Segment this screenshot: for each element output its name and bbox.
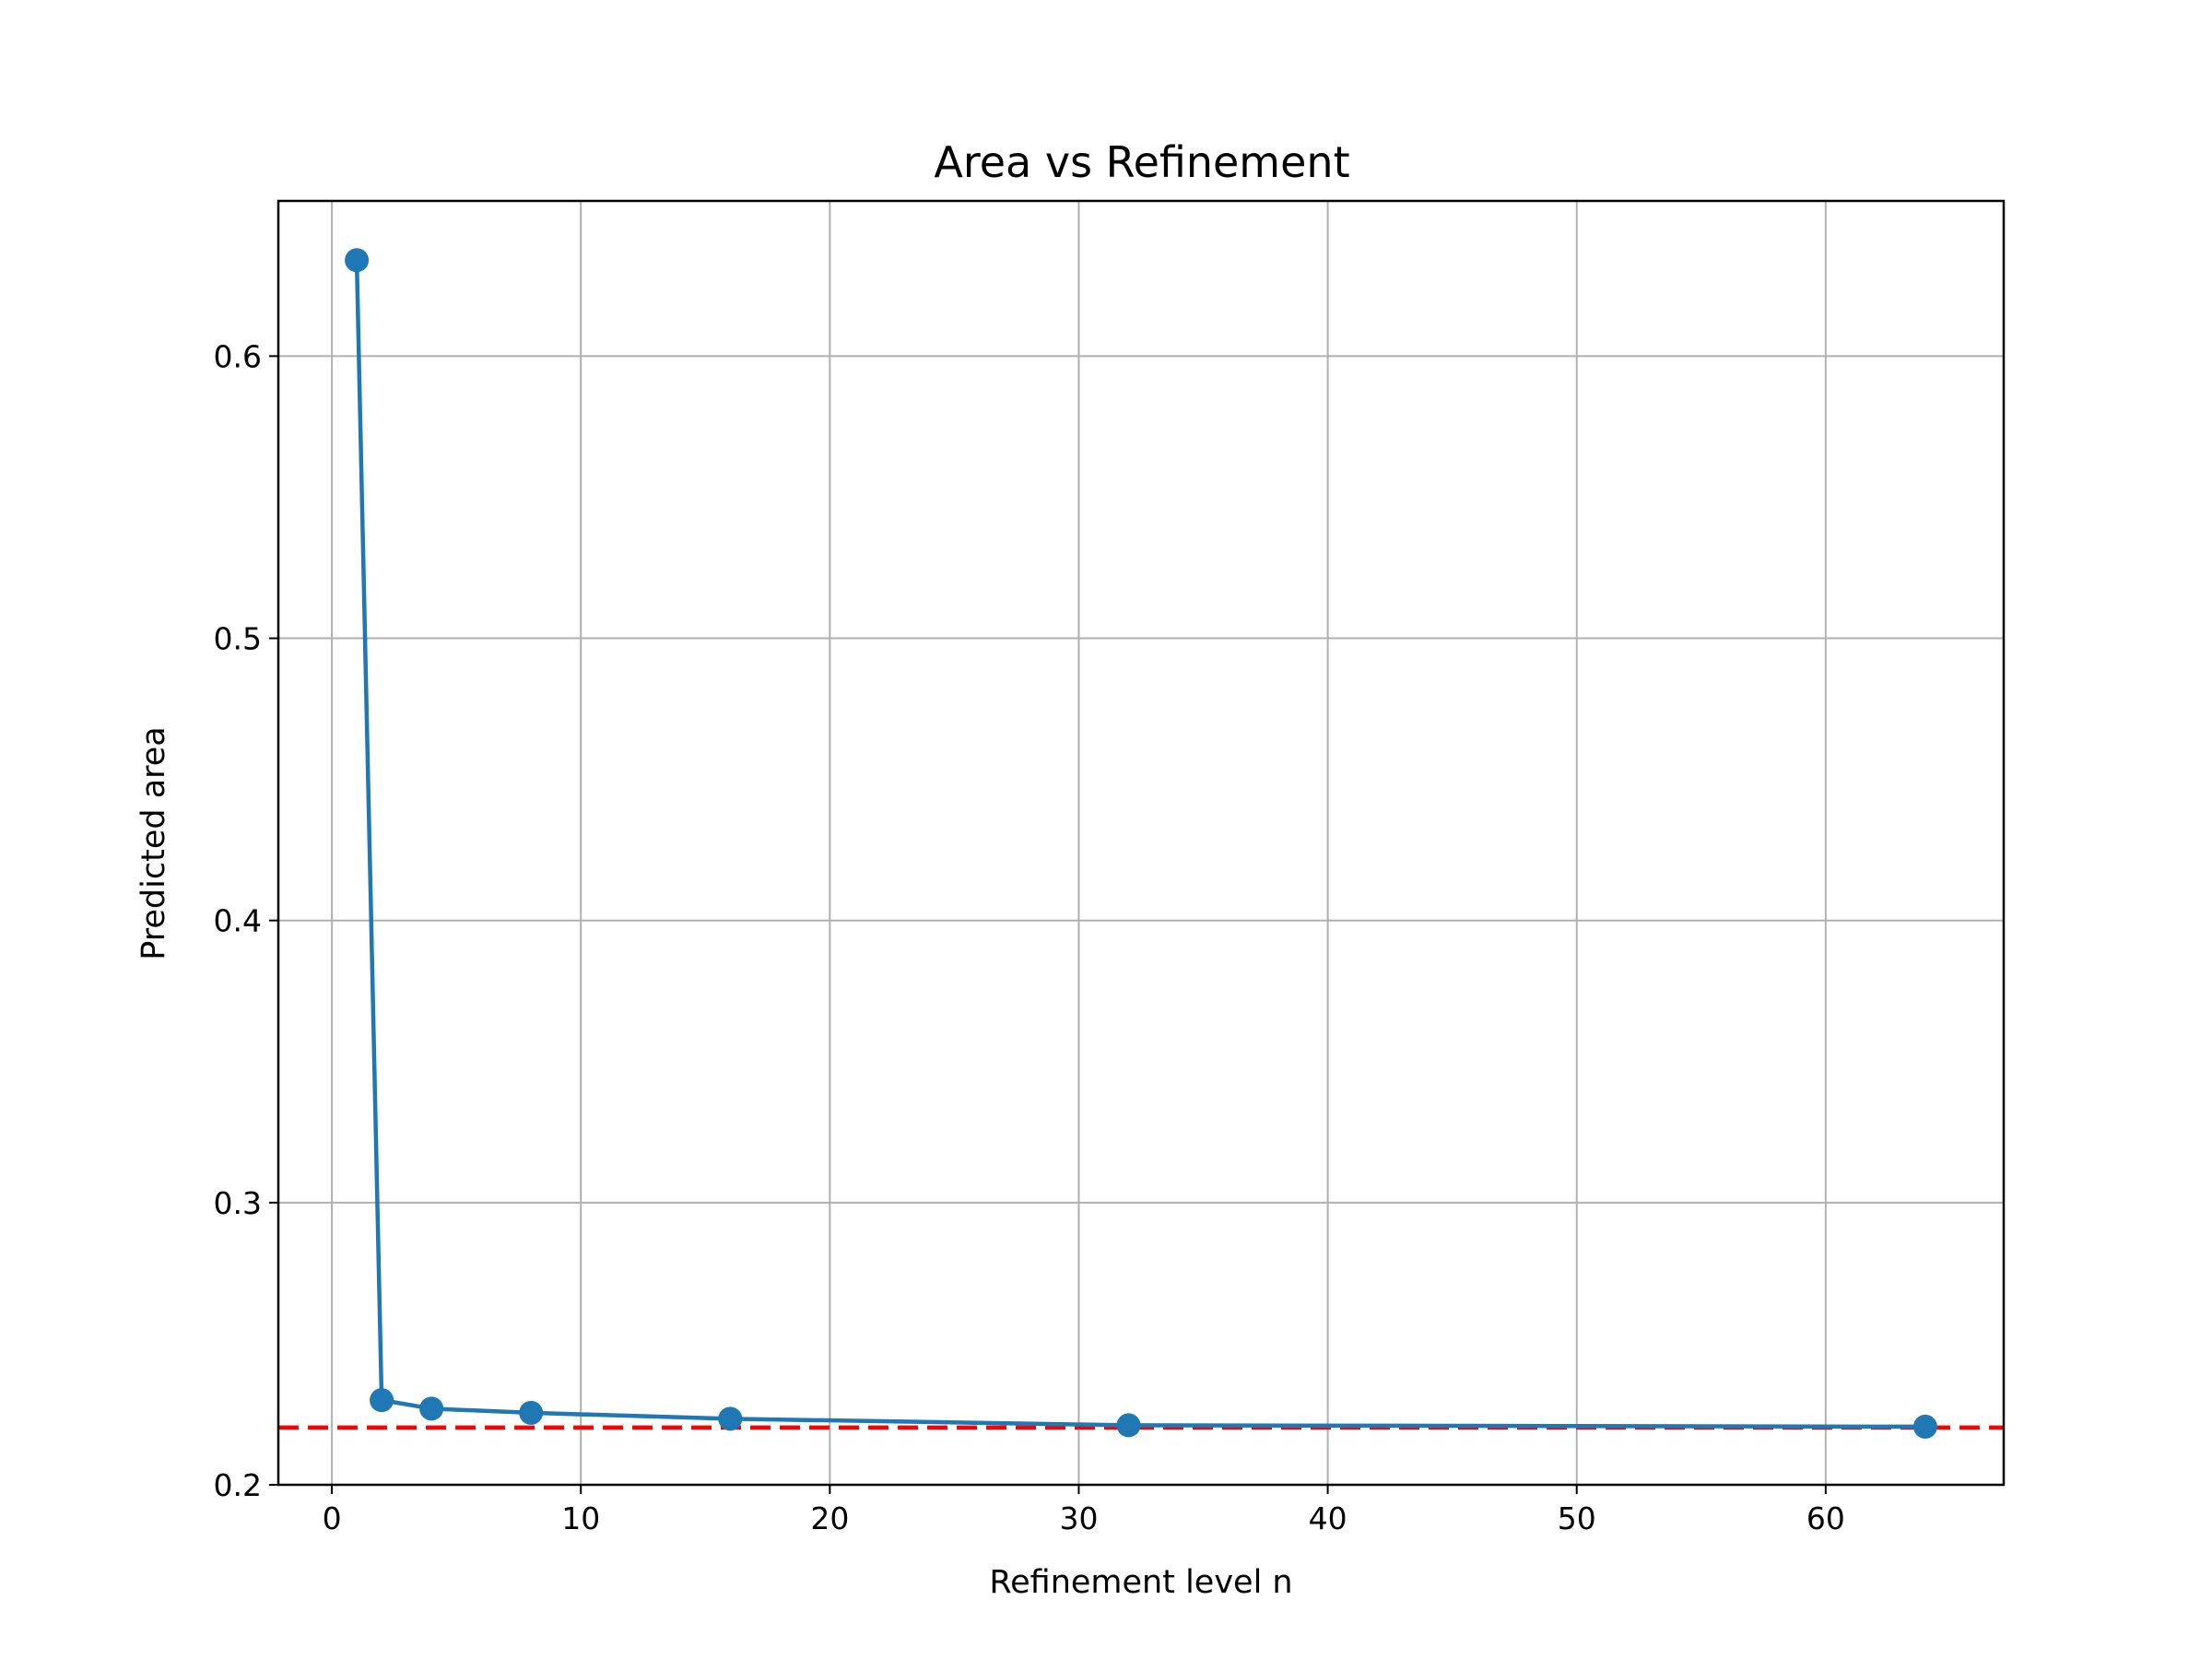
x-axis-label: Refinement level n (989, 1564, 1292, 1601)
data-point (370, 1388, 394, 1413)
plot-frame (276, 199, 2006, 1487)
data-point (419, 1396, 444, 1421)
ticks: 0 10 20 30 40 50 60 0.2 0.3 0.4 0.5 0.6 (214, 338, 1845, 1536)
x-tick-label: 30 (1059, 1500, 1098, 1536)
x-tick-label: 50 (1558, 1500, 1596, 1536)
y-tick-label: 0.5 (214, 621, 262, 657)
data-point (1912, 1414, 1937, 1439)
y-tick-label: 0.6 (214, 338, 262, 374)
data-point (519, 1400, 544, 1425)
data-point (345, 248, 370, 273)
x-tick-label: 60 (1806, 1500, 1845, 1536)
y-tick-label: 0.4 (214, 903, 262, 939)
chart-title: Area vs Refinement (934, 137, 1349, 187)
x-tick-label: 0 (323, 1500, 342, 1536)
data-point (718, 1406, 743, 1431)
y-tick-label: 0.3 (214, 1185, 262, 1221)
x-tick-label: 40 (1309, 1500, 1347, 1536)
data-point (1116, 1413, 1141, 1438)
x-tick-label: 20 (810, 1500, 849, 1536)
plot-marks (278, 248, 2004, 1439)
y-axis-label: Predicted area (135, 726, 172, 959)
x-tick-label: 10 (561, 1500, 600, 1536)
y-tick-label: 0.2 (214, 1467, 262, 1503)
